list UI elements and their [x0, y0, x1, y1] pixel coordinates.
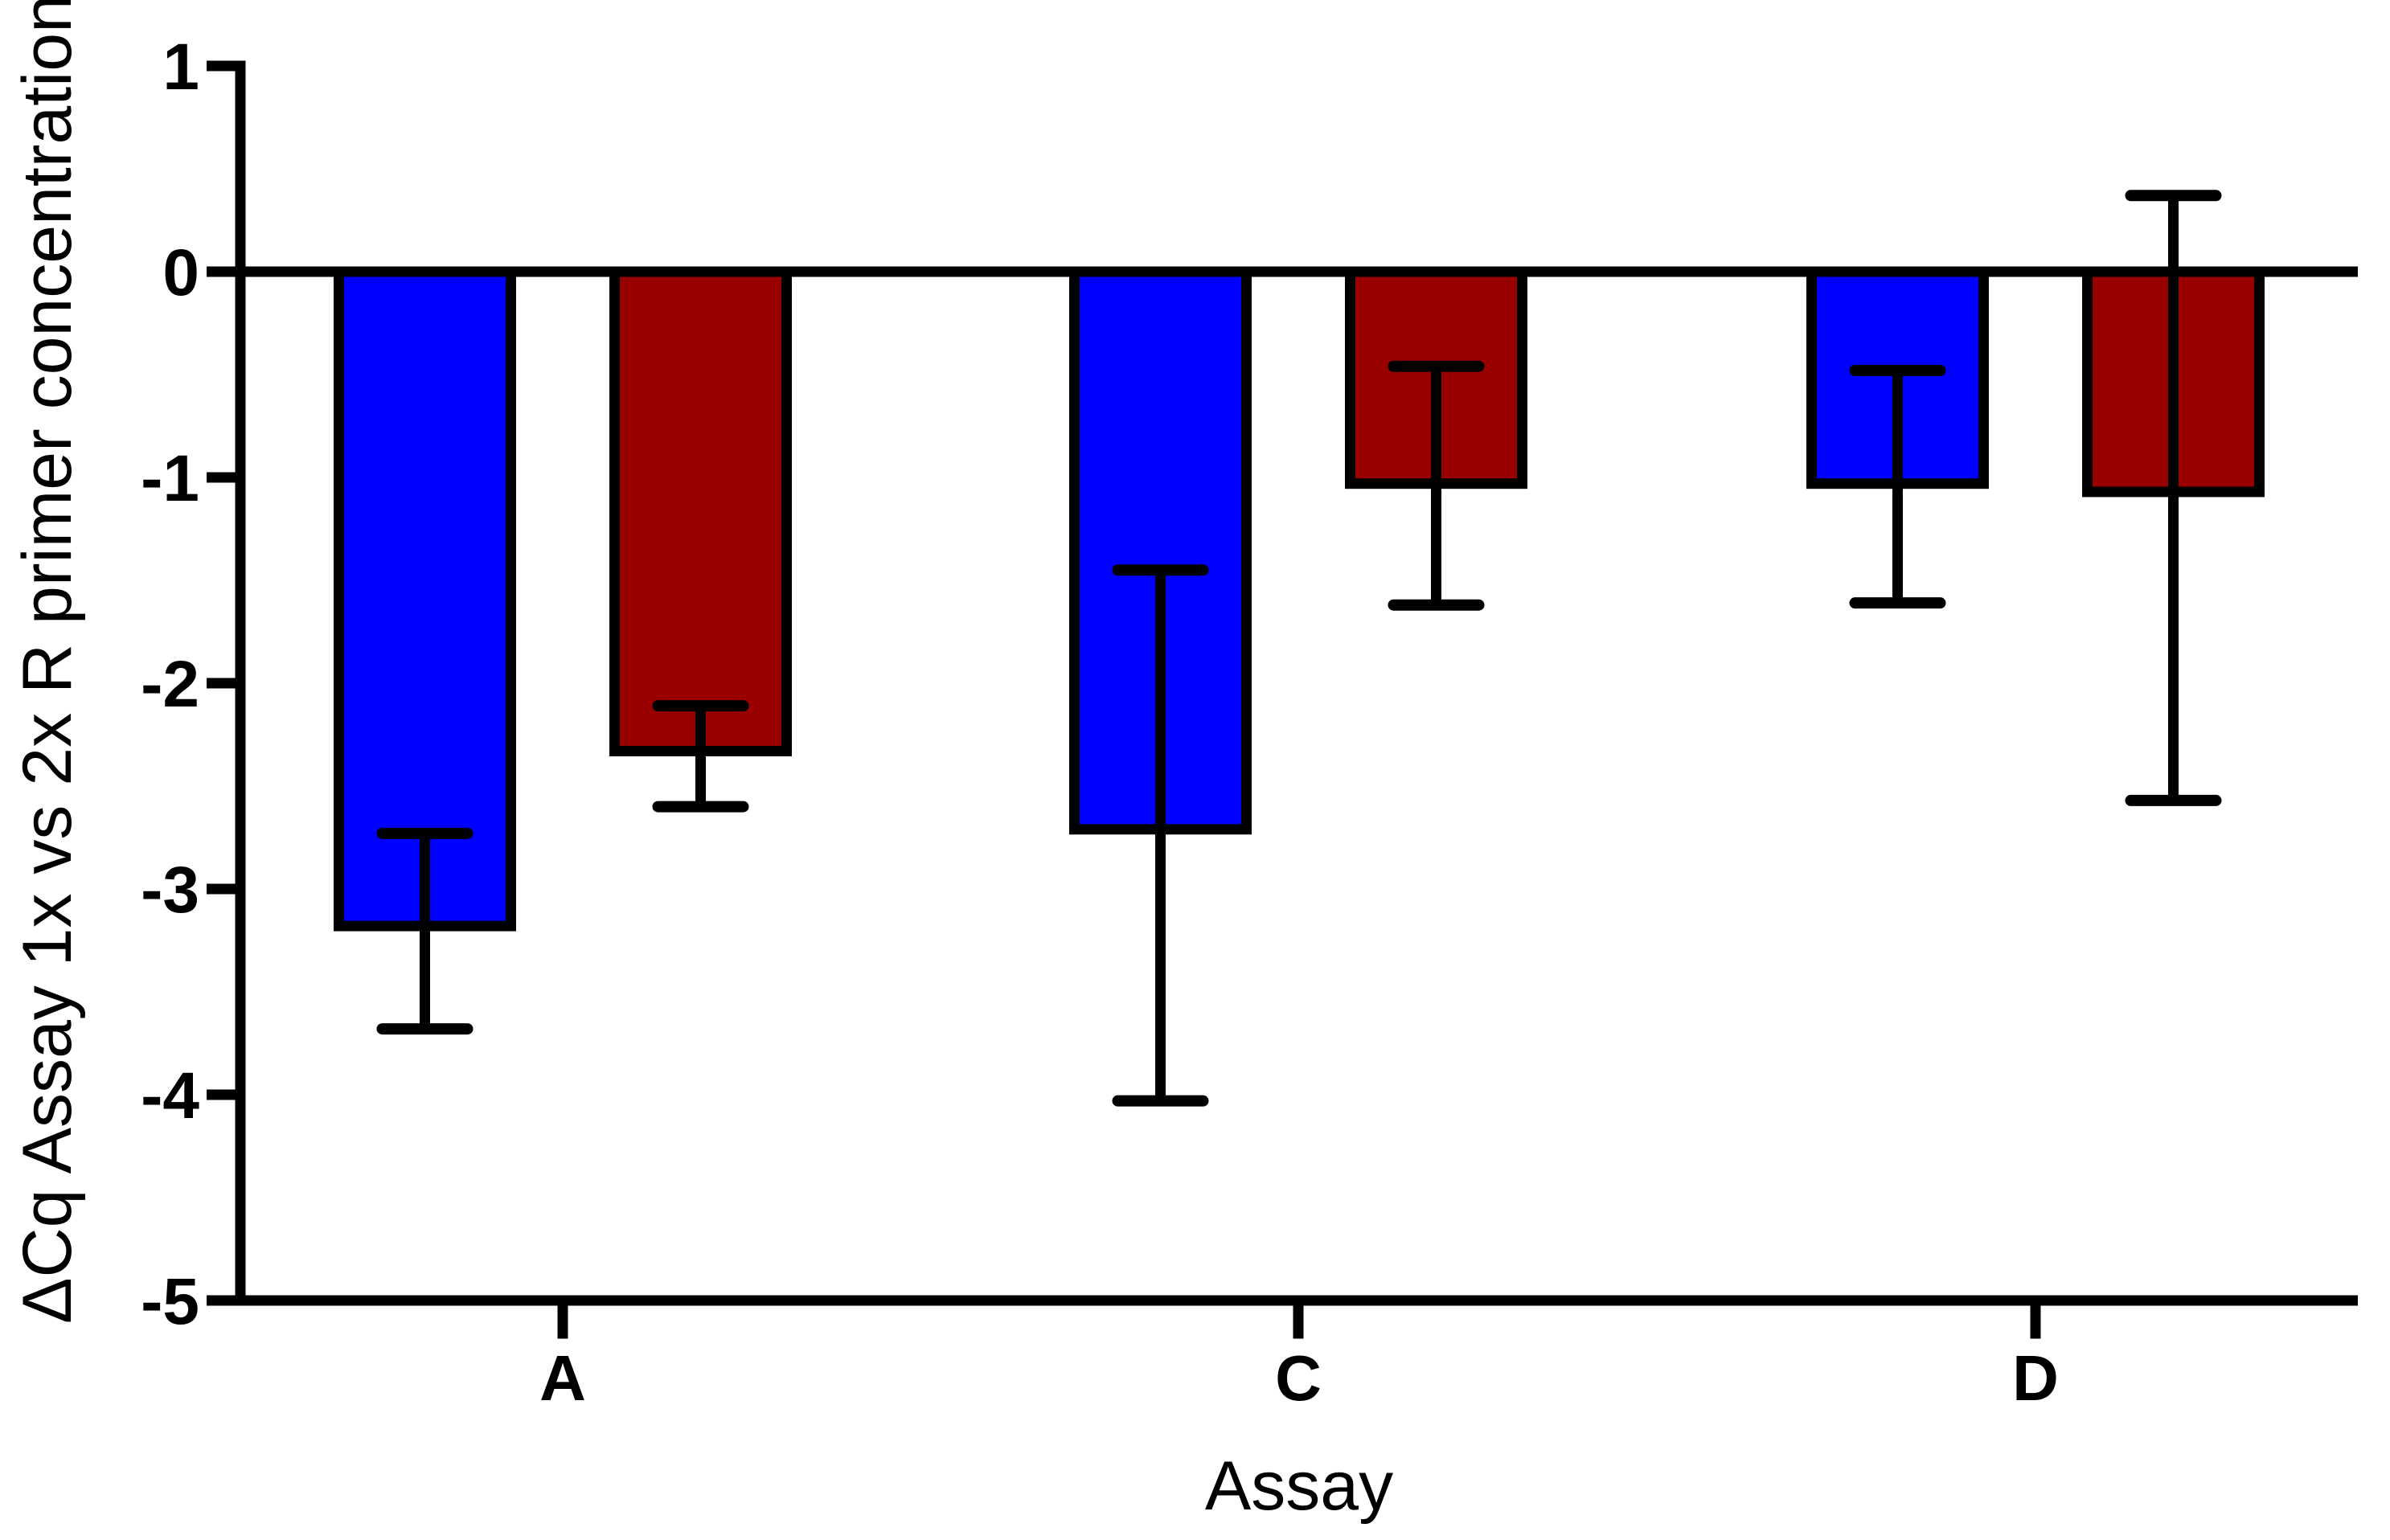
bar-dark-red-bars-A: [609, 266, 792, 756]
bars-layer: [334, 266, 2265, 932]
y-tick-label: 1: [162, 31, 199, 104]
y-tick-label: -1: [141, 442, 199, 515]
y-axis-title: ΔCq Assay 1x vs 2x R primer concentratio…: [9, 0, 86, 1324]
x-category-label: D: [2012, 1342, 2059, 1414]
y-tick-label: -3: [141, 854, 199, 927]
y-tick-label: -2: [141, 648, 199, 721]
axes-layer: [207, 60, 2358, 1339]
y-tick-label: 0: [162, 236, 199, 309]
x-category-label: A: [539, 1342, 586, 1414]
x-axis-title: Assay: [1205, 1448, 1393, 1525]
error-bars-layer: [376, 190, 2222, 1107]
y-tick-label: -4: [141, 1059, 199, 1132]
x-category-label: C: [1275, 1342, 1322, 1414]
y-tick-label: -5: [141, 1265, 199, 1338]
tick-labels-layer: 1 0 -1 -2 -3 -4 -5 A C D: [141, 31, 2059, 1414]
